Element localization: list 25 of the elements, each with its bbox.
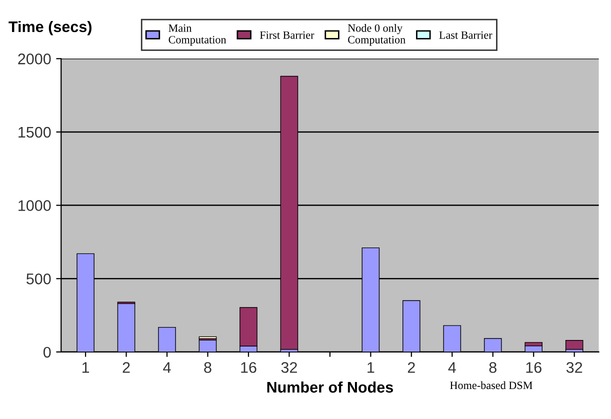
legend-label: Last Barrier — [439, 31, 492, 39]
legend-label: First Barrier — [260, 31, 314, 39]
x-tick-label: 16 — [526, 362, 542, 373]
x-tick-label: 32 — [281, 362, 297, 373]
x-tick-label: 4 — [163, 362, 171, 373]
y-tick-label: 2000 — [18, 54, 51, 64]
y-tick-label: 1500 — [18, 126, 51, 138]
legend-label: Node 0 only Computation — [348, 24, 406, 46]
y-axis-title: Time (secs) — [8, 20, 92, 36]
y-tick-label: 1000 — [18, 200, 51, 211]
x-tick-label: 32 — [566, 362, 582, 373]
x-tick-label: 8 — [204, 362, 212, 373]
bar — [565, 340, 584, 350]
x-tick-label: 2 — [122, 362, 130, 373]
y-tick-label: 500 — [26, 274, 51, 284]
x-tick-label: 1 — [368, 362, 374, 373]
text: Home-based DSM — [450, 381, 532, 390]
x-tick-label: 4 — [448, 362, 456, 373]
x-axis-title: Number of Nodes — [267, 381, 393, 393]
x-tick-label: 8 — [489, 362, 496, 373]
x-tick-label: 2 — [408, 362, 415, 373]
y-tick-label: 0 — [43, 346, 51, 358]
x-tick-label: 1 — [82, 362, 90, 373]
x-tick-label: 16 — [241, 362, 256, 373]
legend-label: Main Computation — [168, 24, 226, 46]
